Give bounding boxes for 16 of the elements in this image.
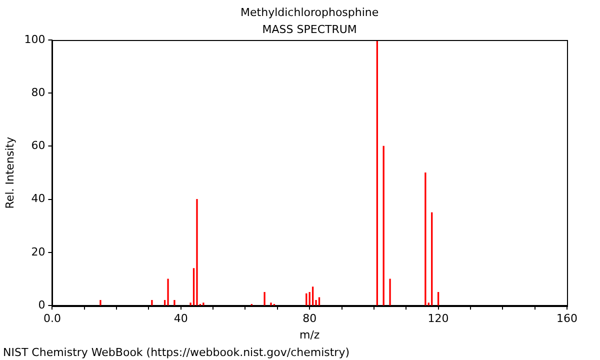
x-tick-label: 160: [556, 312, 578, 326]
y-tick-label: 40: [31, 192, 46, 206]
y-tick-label: 20: [31, 245, 46, 258]
y-tick-label: 0: [38, 298, 46, 312]
y-axis-title: Rel. Intensity: [3, 136, 16, 209]
x-tick-label: 40: [174, 312, 188, 326]
chart-title: Methyldichlorophosphine: [240, 6, 379, 19]
x-tick-label: 120: [428, 312, 449, 326]
y-tick-label: 60: [31, 139, 46, 152]
text: NIST Chemistry WebBook (https://webbook.nist.gov/chemistry): [3, 346, 350, 359]
x-tick-label: 0.0: [43, 312, 61, 326]
y-tick-label: 80: [31, 86, 46, 99]
y-tick-label: 100: [24, 32, 46, 46]
chart-subtitle: MASS SPECTRUM: [262, 22, 357, 36]
x-tick-label: 80: [302, 312, 317, 326]
x-axis-title: m/z: [299, 328, 320, 342]
